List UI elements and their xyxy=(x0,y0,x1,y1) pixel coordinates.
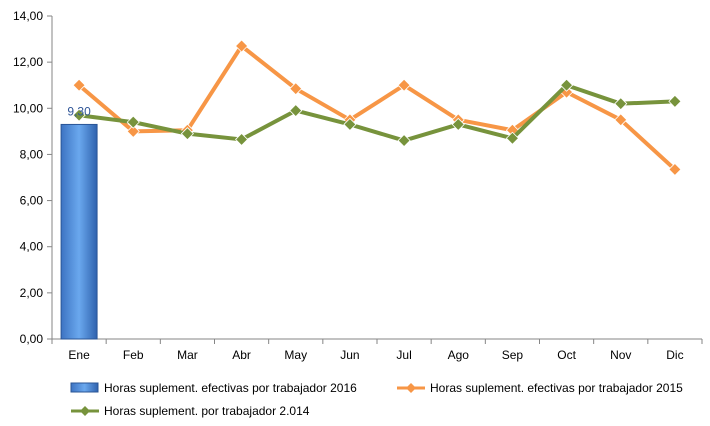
x-tick-label: Oct xyxy=(557,348,576,362)
labels: 9,30 xyxy=(67,104,91,118)
series-point xyxy=(397,78,411,92)
series-point xyxy=(560,78,574,92)
x-tick-label: Mar xyxy=(177,348,198,362)
legend-item: Horas suplement. efectivas por trabajado… xyxy=(70,381,357,395)
y-tick-label: 2,00 xyxy=(20,286,44,300)
series-point xyxy=(235,132,249,146)
x-tick-label: Abr xyxy=(232,348,251,362)
y-tick-label: 10,00 xyxy=(13,101,43,115)
x-tick-label: Jun xyxy=(340,348,359,362)
y-tick-label: 4,00 xyxy=(20,240,44,254)
bar-data-label: 9,30 xyxy=(67,104,91,118)
bar xyxy=(60,123,98,340)
series-point xyxy=(397,134,411,148)
x-tick-label: Ene xyxy=(68,348,90,362)
legend-item: Horas suplement. por trabajador 2.014 xyxy=(70,404,309,418)
y-tick-label: 14,00 xyxy=(13,9,43,23)
y-tick-label: 0,00 xyxy=(20,332,44,346)
y-tick-label: 6,00 xyxy=(20,194,44,208)
legend-label: Horas suplement. por trabajador 2.014 xyxy=(104,404,310,418)
x-tick-label: Nov xyxy=(610,348,631,362)
bars xyxy=(60,123,98,340)
x-tick-label: Ago xyxy=(448,348,470,362)
series-point xyxy=(126,115,140,129)
x-tick-label: Feb xyxy=(123,348,144,362)
series-point xyxy=(126,124,140,138)
legend-line-swatch xyxy=(71,406,99,416)
series-point xyxy=(668,94,682,108)
series-line xyxy=(77,43,677,172)
axes: 0,00 2,00 4,00 6,00 8,00 10,00 12,00 14,00 Ene Fe… xyxy=(13,9,703,362)
x-tick-label: Dic xyxy=(666,348,683,362)
series-point xyxy=(289,104,303,118)
series-point xyxy=(289,82,303,96)
legend-label: Horas suplement. efectivas por trabajado… xyxy=(104,381,357,395)
series-point xyxy=(614,113,628,127)
series-point xyxy=(668,162,682,176)
legend-item: Horas suplement. efectivas por trabajado… xyxy=(396,381,683,395)
legend-line-swatch xyxy=(397,383,425,393)
series-point xyxy=(343,117,357,132)
x-tick-label: Jul xyxy=(396,348,411,362)
series-point xyxy=(505,131,519,145)
series-point xyxy=(180,127,194,141)
x-tick-label: Sep xyxy=(502,348,524,362)
legend-label: Horas suplement. efectivas por trabajado… xyxy=(430,381,683,395)
lines xyxy=(72,39,682,176)
y-tick-label: 12,00 xyxy=(13,55,43,69)
series-line xyxy=(77,83,677,143)
legend-bar-swatch xyxy=(70,382,99,393)
series-point xyxy=(235,39,249,53)
series-point xyxy=(614,97,628,111)
series-point xyxy=(72,108,86,122)
series-point xyxy=(72,78,86,92)
x-tick-label: May xyxy=(284,348,307,362)
y-tick-label: 8,00 xyxy=(20,147,44,161)
series-point xyxy=(451,117,465,132)
